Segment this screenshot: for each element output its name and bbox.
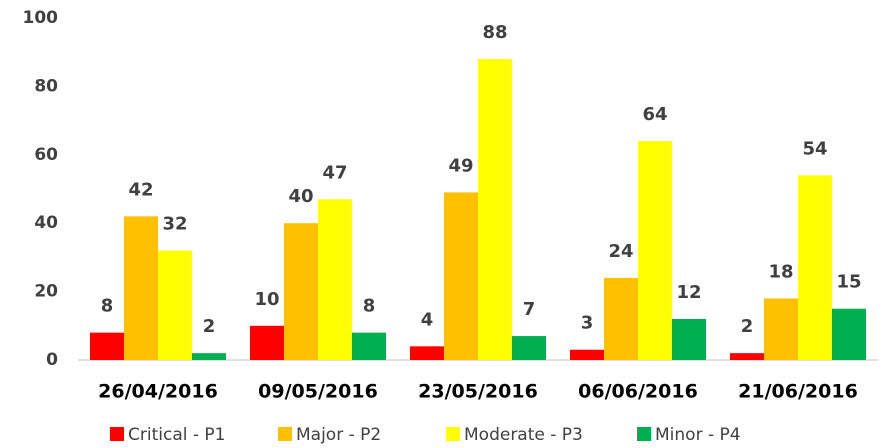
bar: [284, 223, 318, 360]
bar: [478, 59, 512, 360]
data-label: 12: [676, 282, 701, 303]
bar: [798, 175, 832, 360]
data-label: 7: [523, 299, 536, 320]
x-tick-label: 21/06/2016: [738, 381, 858, 403]
y-tick-label: 100: [23, 8, 59, 28]
bar: [90, 332, 124, 360]
x-tick-label: 23/05/2016: [418, 381, 538, 403]
data-label: 15: [836, 272, 861, 293]
x-tick-label: 26/04/2016: [98, 381, 218, 403]
data-label: 64: [642, 104, 667, 125]
data-label: 18: [768, 261, 793, 282]
y-tick-label: 40: [34, 213, 58, 233]
bar: [192, 353, 226, 360]
data-label: 8: [363, 296, 376, 317]
y-tick-label: 60: [34, 145, 58, 165]
bar: [410, 346, 444, 360]
legend-swatch: [637, 427, 651, 441]
x-tick-label: 06/06/2016: [578, 381, 698, 403]
bar: [512, 336, 546, 360]
bar: [832, 308, 866, 360]
bar: [638, 141, 672, 360]
legend-swatch: [110, 427, 124, 441]
data-label: 88: [482, 22, 507, 43]
legend-label: Critical - P1: [128, 425, 225, 445]
data-label: 47: [322, 162, 347, 183]
bar: [318, 199, 352, 360]
data-label: 4: [421, 309, 434, 330]
bar: [570, 349, 604, 360]
y-tick-label: 0: [46, 350, 58, 370]
y-tick-label: 80: [34, 76, 58, 96]
bar: [730, 353, 764, 360]
data-label: 32: [162, 214, 187, 235]
legend-label: Moderate - P3: [464, 425, 583, 445]
data-label: 2: [203, 316, 216, 337]
bar: [158, 250, 192, 360]
bar: [124, 216, 158, 360]
legend-swatch: [278, 427, 292, 441]
data-label: 24: [608, 241, 633, 262]
bar: [764, 298, 798, 360]
data-label: 10: [254, 289, 279, 310]
data-label: 40: [288, 186, 313, 207]
data-label: 8: [101, 296, 114, 317]
bar: [672, 318, 706, 360]
legend-label: Major - P2: [296, 425, 381, 445]
bar: [352, 332, 386, 360]
bar: [604, 277, 638, 360]
data-label: 2: [741, 316, 754, 337]
data-label: 3: [581, 313, 594, 334]
x-tick-label: 09/05/2016: [258, 381, 378, 403]
bar: [444, 192, 478, 360]
data-label: 42: [128, 179, 153, 200]
data-label: 49: [448, 155, 473, 176]
legend-swatch: [446, 427, 460, 441]
y-tick-label: 20: [34, 282, 58, 302]
data-label: 54: [802, 138, 827, 159]
legend-label: Minor - P4: [655, 425, 741, 445]
bar: [250, 325, 284, 360]
